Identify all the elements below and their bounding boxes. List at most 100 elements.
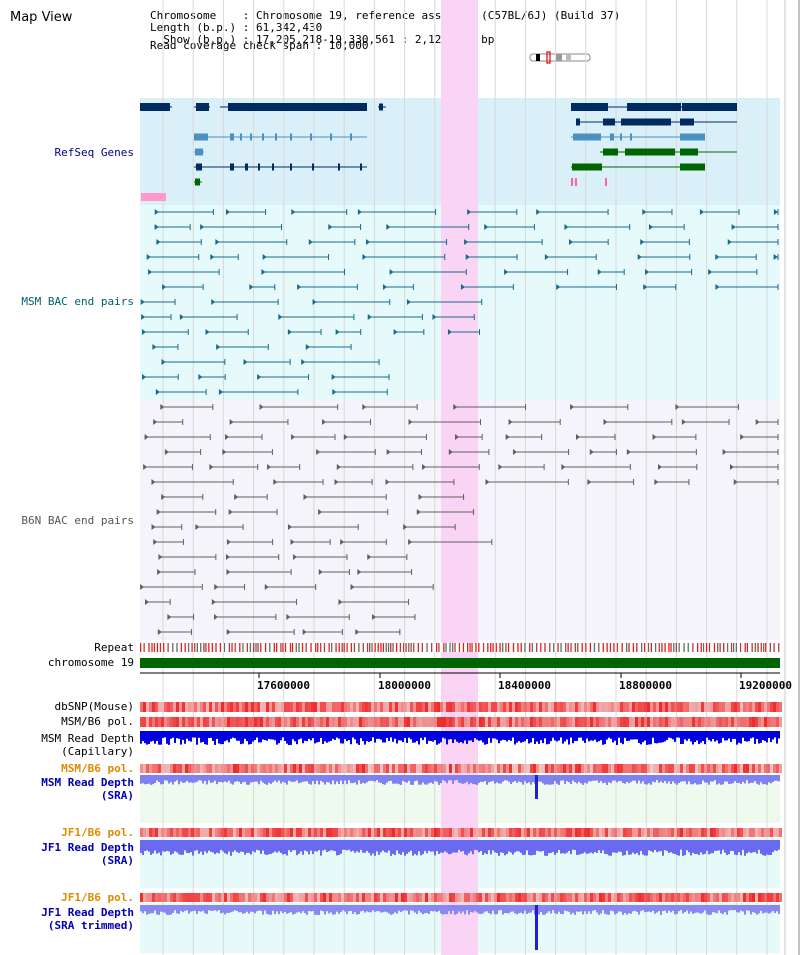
heat-cell	[656, 893, 659, 902]
repeat-mark	[643, 643, 646, 652]
depth-bar	[330, 731, 332, 741]
depth-bar	[438, 731, 440, 744]
heat-cell	[260, 702, 263, 712]
heat-cell	[284, 702, 287, 712]
depth-bar	[454, 840, 456, 853]
heat-cell	[155, 893, 158, 902]
heat-cell	[512, 893, 515, 902]
repeat-mark	[219, 643, 222, 652]
refseq-track[interactable]	[140, 103, 737, 201]
heat-cell	[425, 702, 428, 712]
heat-cell	[308, 893, 311, 902]
repeat-mark	[553, 643, 555, 652]
depth-bar	[590, 775, 592, 782]
heat-cell	[746, 717, 749, 727]
depth-bar	[672, 840, 674, 854]
bac-end	[385, 479, 390, 485]
repeat-mark	[482, 643, 485, 652]
depth-bar	[736, 905, 738, 913]
depth-bar	[572, 905, 574, 913]
depth-bar	[474, 775, 476, 785]
heat-cell	[752, 893, 755, 902]
gene-exon	[250, 133, 252, 141]
bac-end	[512, 449, 517, 455]
repeat-mark	[507, 643, 510, 652]
depth-bar	[678, 731, 680, 738]
depth-bar	[762, 840, 764, 856]
repeat-mark	[276, 643, 278, 652]
depth-bar	[580, 731, 582, 738]
depth-bar	[574, 905, 576, 915]
heat-cell	[263, 893, 266, 902]
depth-bar	[308, 731, 310, 739]
depth-bar	[344, 905, 346, 912]
heat-cell	[575, 828, 578, 837]
heat-cell	[362, 828, 365, 837]
depth-bar	[604, 905, 606, 914]
heat-cell	[554, 702, 557, 712]
depth-bar	[490, 905, 492, 915]
heat-cell	[533, 828, 536, 837]
repeat-mark	[260, 643, 262, 652]
repeat-mark	[239, 643, 241, 652]
bac-end	[727, 239, 732, 245]
depth-bar	[170, 775, 172, 783]
depth-bar	[534, 731, 536, 744]
heat-cell	[152, 828, 155, 837]
heat-cell	[260, 828, 263, 837]
heat-cell	[326, 764, 329, 773]
depth-bar	[230, 775, 232, 784]
heat-cell	[698, 764, 701, 773]
depth-bar	[162, 840, 164, 852]
depth-bar	[256, 905, 258, 912]
depth-bar	[220, 905, 222, 914]
bac-end	[699, 209, 704, 215]
heat-cell	[743, 828, 746, 837]
heat-cell	[740, 702, 743, 712]
heat-cell	[167, 893, 170, 902]
heat-cell	[170, 764, 173, 773]
repeat-mark	[589, 643, 592, 652]
heat-cell	[746, 828, 749, 837]
depth-bar	[264, 731, 266, 741]
depth-bar	[538, 905, 540, 915]
depth-bar	[500, 731, 502, 741]
depth-bar	[166, 731, 168, 744]
gene-exon	[338, 163, 340, 171]
msm-bac-track[interactable]	[140, 209, 779, 395]
depth-bar	[518, 840, 520, 852]
heat-cell	[146, 702, 149, 712]
repeat-mark	[517, 643, 519, 652]
depth-bar	[734, 775, 736, 782]
repeat-mark	[273, 643, 275, 652]
depth-bar	[248, 731, 250, 745]
heat-cell	[650, 893, 653, 902]
depth-bar	[188, 840, 190, 854]
heat-cell	[293, 893, 296, 902]
heat-cell	[263, 702, 266, 712]
depth-bar	[330, 905, 332, 913]
heat-cell	[527, 828, 530, 837]
heat-cell	[203, 764, 206, 773]
depth-bar	[686, 840, 688, 851]
heat-cell	[728, 717, 731, 727]
heat-cell	[260, 893, 263, 902]
depth-bar	[648, 775, 650, 784]
heat-cell	[332, 893, 335, 902]
heat-cell	[575, 764, 578, 773]
depth-bar	[400, 840, 402, 855]
depth-bar	[662, 731, 664, 743]
depth-bar	[362, 775, 364, 783]
repeat-mark	[242, 643, 244, 652]
heat-cell	[680, 828, 683, 837]
b6n-bac-track[interactable]	[140, 404, 779, 635]
depth-bar	[294, 731, 296, 742]
heat-cell	[431, 702, 434, 712]
bac-end	[389, 269, 394, 275]
depth-bar	[436, 775, 438, 782]
bac-end	[141, 329, 146, 335]
heat-cell	[524, 717, 527, 727]
depth-bar	[158, 731, 160, 745]
depth-bar	[340, 775, 342, 781]
